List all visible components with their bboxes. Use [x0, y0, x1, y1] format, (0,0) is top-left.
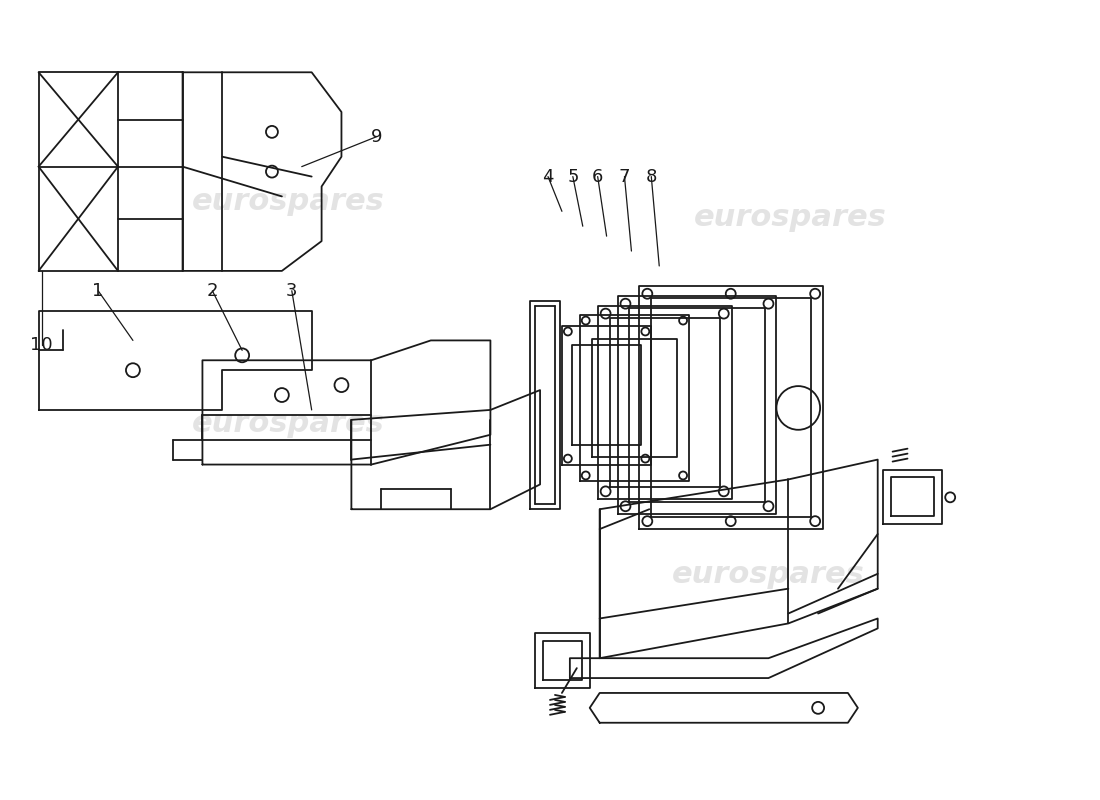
Text: 1: 1 — [92, 282, 103, 300]
Text: 6: 6 — [592, 167, 604, 186]
Text: eurospares: eurospares — [694, 202, 887, 232]
Text: 7: 7 — [618, 167, 630, 186]
Text: eurospares: eurospares — [672, 560, 865, 590]
Text: 5: 5 — [568, 167, 579, 186]
Text: 3: 3 — [286, 282, 298, 300]
Text: eurospares: eurospares — [191, 187, 384, 216]
Text: 8: 8 — [646, 167, 657, 186]
Text: 2: 2 — [207, 282, 218, 300]
Text: 4: 4 — [542, 167, 553, 186]
Text: 10: 10 — [30, 336, 53, 354]
Text: 9: 9 — [371, 128, 382, 146]
Text: eurospares: eurospares — [191, 410, 384, 438]
